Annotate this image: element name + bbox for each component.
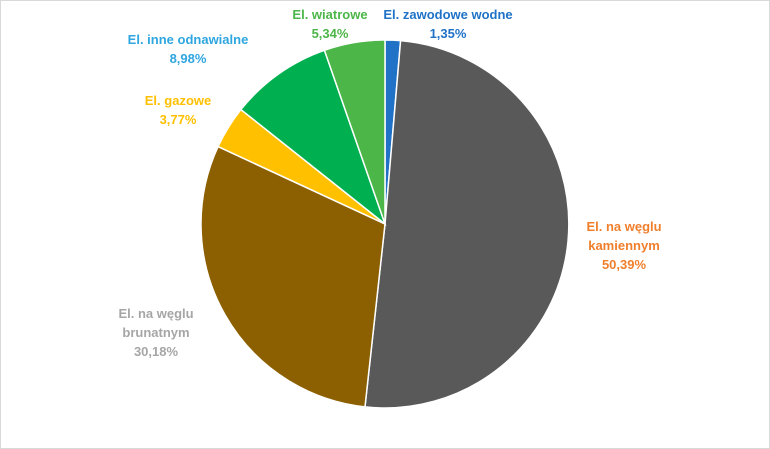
pie-label-4: El. inne odnawialne 8,98% — [128, 32, 249, 66]
pie-label-5: El. wiatrowe 5,34% — [292, 7, 367, 41]
pie-label-text: El. inne odnawialne — [128, 32, 249, 47]
pie-slice-4 — [239, 49, 387, 227]
pie-labels: El. zawodowe wodne 1,35% El. na węglu kamie… — [118, 7, 661, 359]
pie-label-text: kamiennym — [588, 238, 660, 253]
pie-slice-1 — [364, 39, 570, 409]
pie-label-text: El. wiatrowe — [292, 7, 367, 22]
pie-label-value: 50,39% — [602, 257, 647, 272]
pie-label-value: 1,35% — [430, 26, 467, 41]
pie-label-text: El. gazowe — [145, 93, 211, 108]
pie-label-text: El. zawodowe wodne — [383, 7, 512, 22]
pie-label-2: El. na węglu brunatnym 30,18% — [118, 306, 193, 359]
pie-label-value: 5,34% — [312, 26, 349, 41]
pie-label-value: 3,77% — [160, 112, 197, 127]
pie-slices — [200, 39, 570, 409]
pie-label-text: El. na węglu — [586, 219, 661, 234]
pie-label-text: brunatnym — [122, 325, 189, 340]
pie-label-1: El. na węglu kamiennym 50,39% — [586, 219, 661, 272]
pie-slice-2 — [200, 145, 386, 408]
pie-slice-5 — [323, 39, 386, 225]
pie-label-value: 8,98% — [170, 51, 207, 66]
pie-label-text: El. na węglu — [118, 306, 193, 321]
pie-label-0: El. zawodowe wodne 1,35% — [383, 7, 512, 41]
pie-label-value: 30,18% — [134, 344, 179, 359]
pie-label-3: El. gazowe 3,77% — [145, 93, 211, 127]
